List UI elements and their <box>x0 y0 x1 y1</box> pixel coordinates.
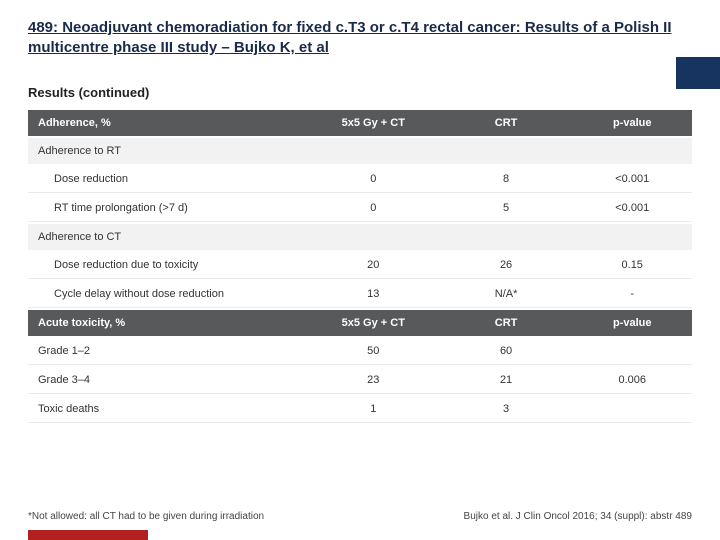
red-accent-bar <box>28 530 148 540</box>
table-header-row: Acute toxicity, % 5x5 Gy + CT CRT p-valu… <box>28 310 692 336</box>
col-header: Acute toxicity, % <box>28 310 307 336</box>
table-row: Dose reduction due to toxicity 20 26 0.1… <box>28 252 692 279</box>
cell: 60 <box>440 338 573 365</box>
cell: 26 <box>440 252 573 279</box>
cell: 1 <box>307 396 440 423</box>
cell: 5 <box>440 195 573 222</box>
table-row: RT time prolongation (>7 d) 0 5 <0.001 <box>28 195 692 222</box>
cell: 23 <box>307 367 440 394</box>
cell: 50 <box>307 338 440 365</box>
row-label: Grade 1–2 <box>28 338 307 365</box>
table-row: Dose reduction 0 8 <0.001 <box>28 166 692 193</box>
section-title: Results (continued) <box>0 69 720 108</box>
table-row: Grade 1–2 50 60 <box>28 338 692 365</box>
col-header: CRT <box>440 110 573 136</box>
cell: 0.15 <box>572 252 692 279</box>
col-header: CRT <box>440 310 573 336</box>
col-header: p-value <box>572 310 692 336</box>
cell: <0.001 <box>572 166 692 193</box>
row-label: Grade 3–4 <box>28 367 307 394</box>
table-row: Cycle delay without dose reduction 13 N/… <box>28 281 692 308</box>
cell: N/A* <box>440 281 573 308</box>
cell: 21 <box>440 367 573 394</box>
footer: *Not allowed: all CT had to be given dur… <box>28 511 692 522</box>
cell: 13 <box>307 281 440 308</box>
cell <box>572 338 692 365</box>
title-block: 489: Neoadjuvant chemoradiation for fixe… <box>0 0 720 69</box>
cell: 0 <box>307 166 440 193</box>
subsection-row: Adherence to CT <box>28 224 692 250</box>
footnote: *Not allowed: all CT had to be given dur… <box>28 511 264 522</box>
citation: Bujko et al. J Clin Oncol 2016; 34 (supp… <box>464 511 692 522</box>
col-header: 5x5 Gy + CT <box>307 310 440 336</box>
subsection-label: Adherence to RT <box>28 138 692 164</box>
cell: 3 <box>440 396 573 423</box>
cell: 8 <box>440 166 573 193</box>
table-row: Grade 3–4 23 21 0.006 <box>28 367 692 394</box>
row-label: Dose reduction <box>28 166 307 193</box>
cell: 0 <box>307 195 440 222</box>
blue-accent-bar <box>676 57 720 89</box>
row-label: RT time prolongation (>7 d) <box>28 195 307 222</box>
cell: - <box>572 281 692 308</box>
cell: 20 <box>307 252 440 279</box>
table-header-row: Adherence, % 5x5 Gy + CT CRT p-value <box>28 110 692 136</box>
adherence-table: Adherence, % 5x5 Gy + CT CRT p-value Adh… <box>28 108 692 425</box>
cell: <0.001 <box>572 195 692 222</box>
row-label: Dose reduction due to toxicity <box>28 252 307 279</box>
subsection-row: Adherence to RT <box>28 138 692 164</box>
table-row: Toxic deaths 1 3 <box>28 396 692 423</box>
slide-title: 489: Neoadjuvant chemoradiation for fixe… <box>28 18 692 59</box>
row-label: Cycle delay without dose reduction <box>28 281 307 308</box>
col-header: p-value <box>572 110 692 136</box>
col-header: 5x5 Gy + CT <box>307 110 440 136</box>
cell: 0.006 <box>572 367 692 394</box>
col-header: Adherence, % <box>28 110 307 136</box>
subsection-label: Adherence to CT <box>28 224 692 250</box>
cell <box>572 396 692 423</box>
row-label: Toxic deaths <box>28 396 307 423</box>
